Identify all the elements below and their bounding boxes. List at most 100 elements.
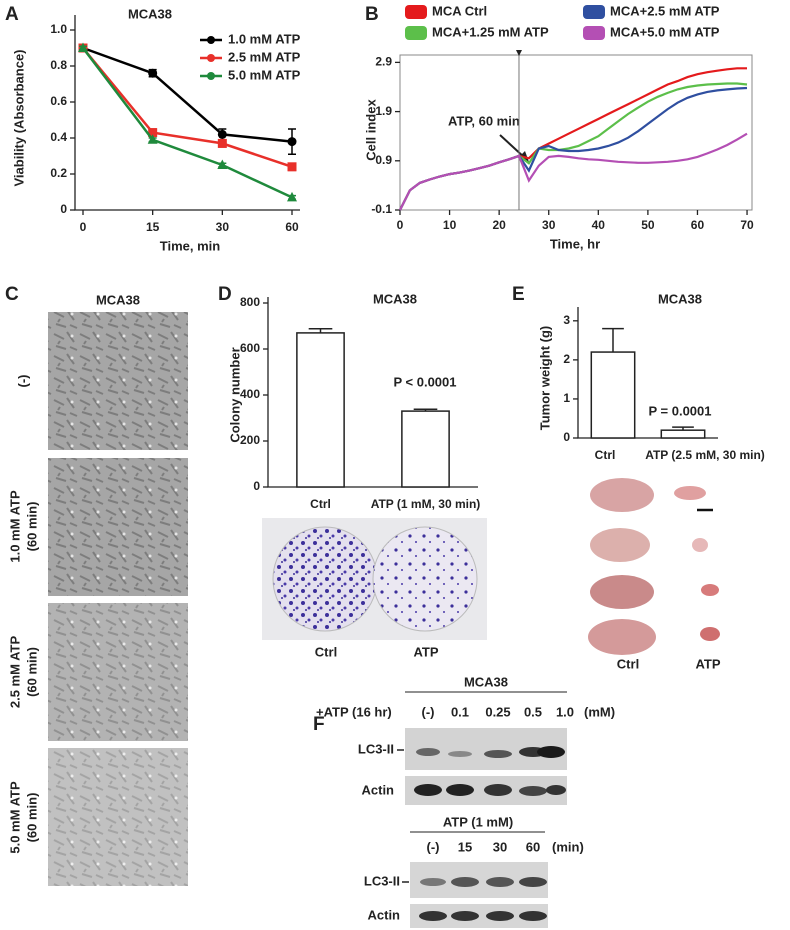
chart-title: MCA38: [128, 6, 172, 21]
y-tick-label: 1.0: [50, 22, 67, 36]
dish: [372, 526, 478, 632]
annotation: ATP, 60 min: [448, 113, 520, 128]
band: [448, 751, 472, 757]
marker: [217, 138, 227, 148]
row-label: (60 min): [24, 502, 39, 552]
lane-label: 60: [526, 839, 540, 854]
x-tick-label: 60: [285, 220, 299, 234]
bar: [590, 351, 636, 439]
blot-row-label: LC3-II: [364, 873, 400, 888]
y-tick-label: 600: [240, 341, 260, 355]
tumor: [590, 478, 654, 512]
band: [537, 746, 565, 758]
band: [519, 877, 547, 887]
band: [486, 911, 514, 921]
chart-title: MCA38: [658, 291, 702, 306]
annotation: P = 0.0001: [648, 403, 711, 418]
marker: [148, 128, 158, 138]
y-tick-label: 0: [60, 202, 67, 216]
blot-row-label: LC3-II: [358, 741, 394, 756]
band: [419, 911, 447, 921]
y-tick-label: 0.9: [375, 153, 392, 167]
x-tick-label: 50: [641, 218, 655, 232]
legend-marker: [207, 36, 215, 44]
panel-label: D: [218, 284, 232, 305]
treatment-marker: [515, 50, 522, 56]
y-tick-label: 1.9: [375, 104, 392, 118]
marker: [287, 137, 297, 147]
legend-swatch: [583, 5, 605, 19]
y-tick-label: 200: [240, 433, 260, 447]
series-line: [399, 82, 748, 211]
legend-marker: [207, 72, 215, 80]
tumor-photo: [588, 478, 720, 655]
micrograph: [48, 458, 188, 596]
lane-label: 15: [458, 839, 472, 854]
blot-row-label: Actin: [362, 782, 395, 797]
lane-label: 0.5: [524, 704, 542, 719]
legend-label: MCA+5.0 mM ATP: [610, 24, 720, 39]
bar: [296, 332, 345, 488]
series-line: [399, 67, 747, 211]
band: [546, 785, 566, 795]
band: [519, 786, 547, 796]
legend-label: MCA+2.5 mM ATP: [610, 3, 720, 18]
marker: [147, 134, 158, 144]
micrograph: [48, 603, 188, 741]
series-line: [82, 46, 293, 143]
x-tick-label: 40: [592, 218, 606, 232]
band: [446, 784, 474, 796]
x-tick-label: ATP (1 mM, 30 min): [371, 497, 481, 511]
tumor: [590, 528, 650, 562]
y-tick-label: 2.9: [375, 55, 392, 69]
colony-photo: [262, 518, 487, 640]
x-tick-label: Ctrl: [595, 448, 616, 462]
error-bar: [413, 408, 438, 412]
x-tick-label: 30: [216, 220, 230, 234]
x-tick-label: 15: [146, 220, 160, 234]
blot-header: MCA38: [464, 674, 508, 689]
legend-marker: [207, 54, 215, 62]
lane-label: (-): [427, 839, 440, 854]
treatment-label: +ATP (16 hr): [316, 704, 392, 719]
y-axis-label: Viability (Absorbance): [11, 49, 26, 186]
y-axis-label: Colony number: [227, 347, 242, 442]
marker: [287, 162, 297, 172]
unit-label: (mM): [584, 704, 615, 719]
row-label: 2.5 mM ATP: [7, 636, 22, 709]
band: [486, 877, 514, 887]
legend-label: 2.5 mM ATP: [228, 49, 301, 64]
band: [484, 784, 512, 796]
marker: [287, 191, 297, 202]
y-tick-label: 0.6: [50, 94, 67, 108]
legend-label: 5.0 mM ATP: [228, 67, 301, 82]
unit-label: (min): [552, 839, 584, 854]
lane-label: 1.0: [556, 704, 574, 719]
blot-row-label: Actin: [368, 907, 401, 922]
error-bar: [308, 328, 333, 333]
y-tick-label: 3: [563, 313, 570, 327]
y-tick-label: 0.4: [50, 130, 67, 144]
photo-label: ATP: [695, 656, 720, 671]
x-tick-label: ATP (2.5 mM, 30 min): [645, 448, 765, 462]
series-line: [82, 47, 293, 199]
y-tick-label: 2: [563, 352, 570, 366]
panel-label: F: [313, 714, 325, 735]
row-label: 5.0 mM ATP: [7, 781, 22, 854]
series-line: [399, 132, 748, 211]
y-tick-label: 0: [253, 479, 260, 493]
band: [451, 877, 479, 887]
tumor: [700, 627, 720, 641]
bar: [660, 429, 706, 439]
y-tick-label: 800: [240, 295, 260, 309]
row-label: (-): [15, 375, 30, 388]
x-tick-label: Ctrl: [310, 497, 331, 511]
marker: [217, 129, 227, 139]
x-axis-label: Time, min: [160, 238, 221, 253]
x-tick-label: 30: [542, 218, 556, 232]
legend-label: 1.0 mM ATP: [228, 31, 301, 46]
row-label: (60 min): [24, 793, 39, 843]
error-bar: [602, 327, 624, 353]
dish: [272, 526, 378, 632]
series-line: [399, 86, 748, 211]
